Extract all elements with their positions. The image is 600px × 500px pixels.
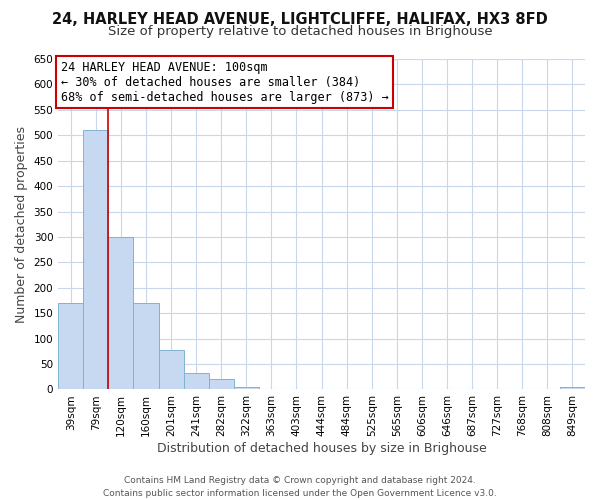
Bar [184, 373, 209, 390]
X-axis label: Distribution of detached houses by size in Brighouse: Distribution of detached houses by size … [157, 442, 487, 455]
Y-axis label: Number of detached properties: Number of detached properties [15, 126, 28, 322]
Text: 24, HARLEY HEAD AVENUE, LIGHTCLIFFE, HALIFAX, HX3 8FD: 24, HARLEY HEAD AVENUE, LIGHTCLIFFE, HAL… [52, 12, 548, 28]
Bar [109, 237, 133, 390]
Text: 24 HARLEY HEAD AVENUE: 100sqm
← 30% of detached houses are smaller (384)
68% of : 24 HARLEY HEAD AVENUE: 100sqm ← 30% of d… [61, 60, 389, 104]
Bar [83, 130, 109, 390]
Bar [209, 380, 234, 390]
Text: Contains HM Land Registry data © Crown copyright and database right 2024.
Contai: Contains HM Land Registry data © Crown c… [103, 476, 497, 498]
Bar [133, 303, 158, 390]
Bar [58, 303, 83, 390]
Bar [158, 350, 184, 390]
Text: Size of property relative to detached houses in Brighouse: Size of property relative to detached ho… [107, 25, 493, 38]
Bar [234, 387, 259, 390]
Bar [560, 387, 585, 390]
